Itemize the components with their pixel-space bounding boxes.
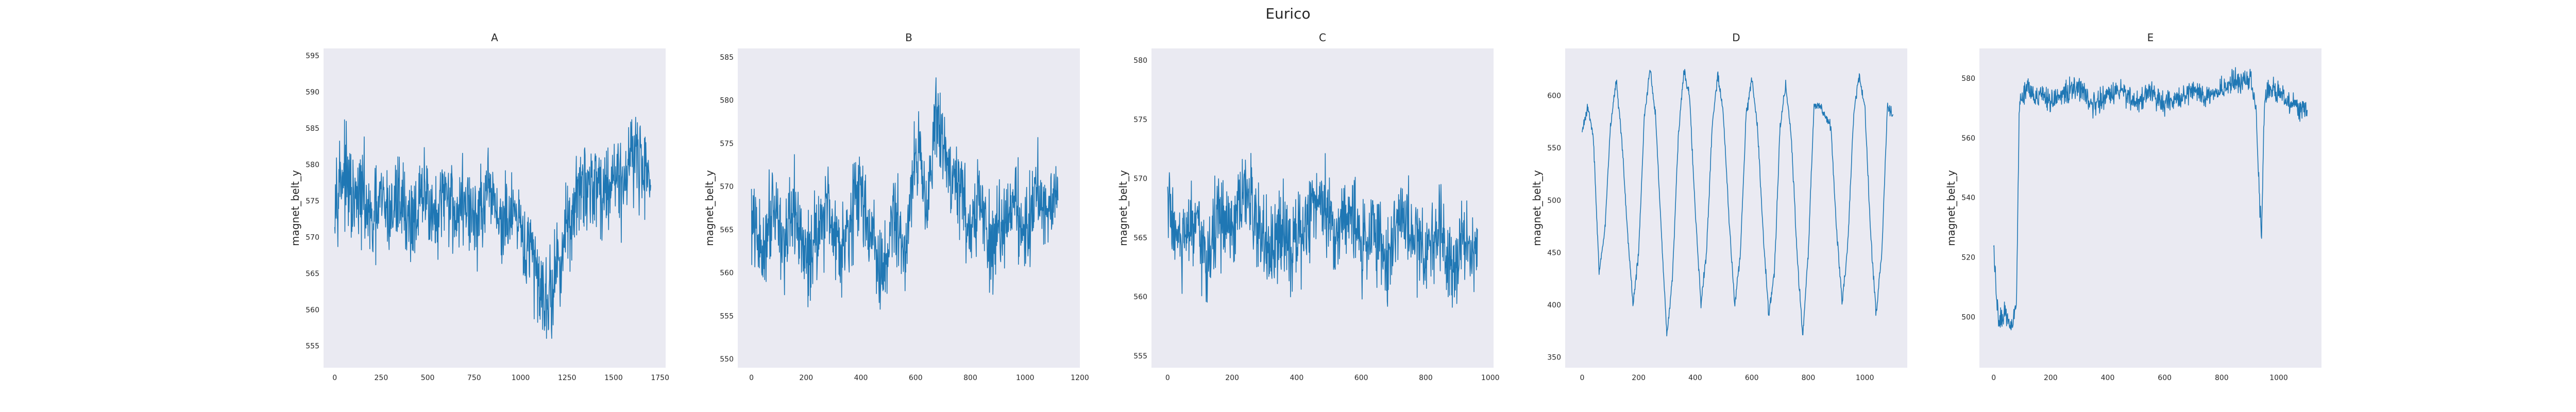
y-tick-label: 570 [720, 183, 734, 191]
y-tick-label: 565 [306, 270, 319, 278]
x-tick-label: 1000 [1856, 374, 1874, 382]
y-axis-label: magnet_belt_y [1117, 170, 1129, 246]
x-tick-label: 200 [2044, 374, 2058, 382]
x-tick-label: 0 [749, 374, 754, 382]
x-tick-label: 200 [1632, 374, 1646, 382]
y-tick-label: 575 [1133, 116, 1147, 124]
x-tick-label: 600 [909, 374, 923, 382]
y-tick-label: 560 [1961, 134, 1975, 143]
y-tick-label: 450 [1547, 249, 1561, 257]
y-axis-label: magnet_belt_y [703, 170, 716, 246]
y-tick-label: 565 [720, 226, 734, 234]
x-tick-label: 600 [2158, 374, 2172, 382]
series-line [751, 77, 1059, 310]
subplot-title: C [1319, 31, 1326, 44]
x-tick-label: 500 [421, 374, 435, 382]
y-tick-label: 600 [1547, 92, 1561, 100]
y-tick-label: 585 [306, 125, 319, 133]
x-tick-label: 1200 [1071, 374, 1089, 382]
series-line [334, 116, 651, 339]
y-tick-label: 585 [720, 54, 734, 62]
y-axis-label: magnet_belt_y [289, 170, 301, 246]
x-tick-label: 400 [854, 374, 868, 382]
x-tick-label: 750 [467, 374, 481, 382]
y-tick-label: 560 [720, 269, 734, 278]
y-tick-label: 520 [1961, 254, 1975, 262]
x-tick-label: 400 [2101, 374, 2115, 382]
x-tick-label: 1000 [2269, 374, 2288, 382]
y-tick-label: 350 [1547, 354, 1561, 362]
y-tick-label: 570 [306, 233, 319, 242]
subplot-title: E [2147, 31, 2154, 44]
subplot-title: B [905, 31, 912, 44]
y-tick-label: 575 [720, 140, 734, 148]
y-axis-label: magnet_belt_y [1531, 170, 1543, 246]
y-tick-label: 560 [1133, 293, 1147, 301]
x-tick-label: 800 [1802, 374, 1816, 382]
plot-area [1565, 48, 1907, 368]
x-tick-label: 400 [1688, 374, 1702, 382]
y-tick-label: 560 [306, 306, 319, 314]
x-tick-label: 200 [799, 374, 813, 382]
x-tick-label: 0 [1991, 374, 1996, 382]
x-tick-label: 0 [332, 374, 337, 382]
y-axis-label: magnet_belt_y [1945, 170, 1957, 246]
x-tick-label: 0 [1165, 374, 1170, 382]
y-tick-label: 555 [306, 342, 319, 351]
series-line [1167, 152, 1478, 308]
x-tick-label: 200 [1225, 374, 1239, 382]
y-tick-label: 565 [1133, 234, 1147, 242]
x-tick-label: 1000 [1016, 374, 1035, 382]
y-tick-label: 580 [720, 97, 734, 105]
series-line [1582, 68, 1894, 337]
x-tick-label: 600 [1354, 374, 1368, 382]
y-tick-label: 500 [1547, 197, 1561, 205]
x-tick-label: 800 [2215, 374, 2229, 382]
y-tick-label: 590 [306, 89, 319, 97]
y-tick-label: 550 [720, 355, 734, 364]
x-tick-label: 250 [375, 374, 388, 382]
series-line [1993, 67, 2308, 331]
x-tick-label: 0 [1580, 374, 1584, 382]
y-tick-label: 580 [1961, 75, 1975, 83]
subplot-title: A [491, 31, 498, 44]
x-tick-label: 800 [1419, 374, 1433, 382]
y-tick-label: 555 [720, 312, 734, 320]
y-tick-label: 400 [1547, 301, 1561, 310]
y-tick-label: 595 [306, 52, 319, 60]
y-tick-label: 540 [1961, 194, 1975, 202]
y-tick-label: 570 [1133, 175, 1147, 183]
x-tick-label: 1250 [558, 374, 577, 382]
y-tick-label: 500 [1961, 313, 1975, 321]
x-tick-label: 1000 [512, 374, 530, 382]
x-tick-label: 1000 [1481, 374, 1500, 382]
y-tick-label: 575 [306, 197, 319, 205]
x-tick-label: 400 [1290, 374, 1304, 382]
figure-title: Eurico [1265, 5, 1310, 22]
subplot-title: D [1732, 31, 1740, 44]
y-tick-label: 580 [306, 161, 319, 169]
y-tick-label: 550 [1547, 144, 1561, 152]
y-tick-label: 555 [1133, 352, 1147, 360]
x-tick-label: 1500 [604, 374, 623, 382]
x-tick-label: 800 [963, 374, 977, 382]
y-tick-label: 580 [1133, 57, 1147, 65]
x-tick-label: 1750 [651, 374, 669, 382]
x-tick-label: 600 [1745, 374, 1759, 382]
